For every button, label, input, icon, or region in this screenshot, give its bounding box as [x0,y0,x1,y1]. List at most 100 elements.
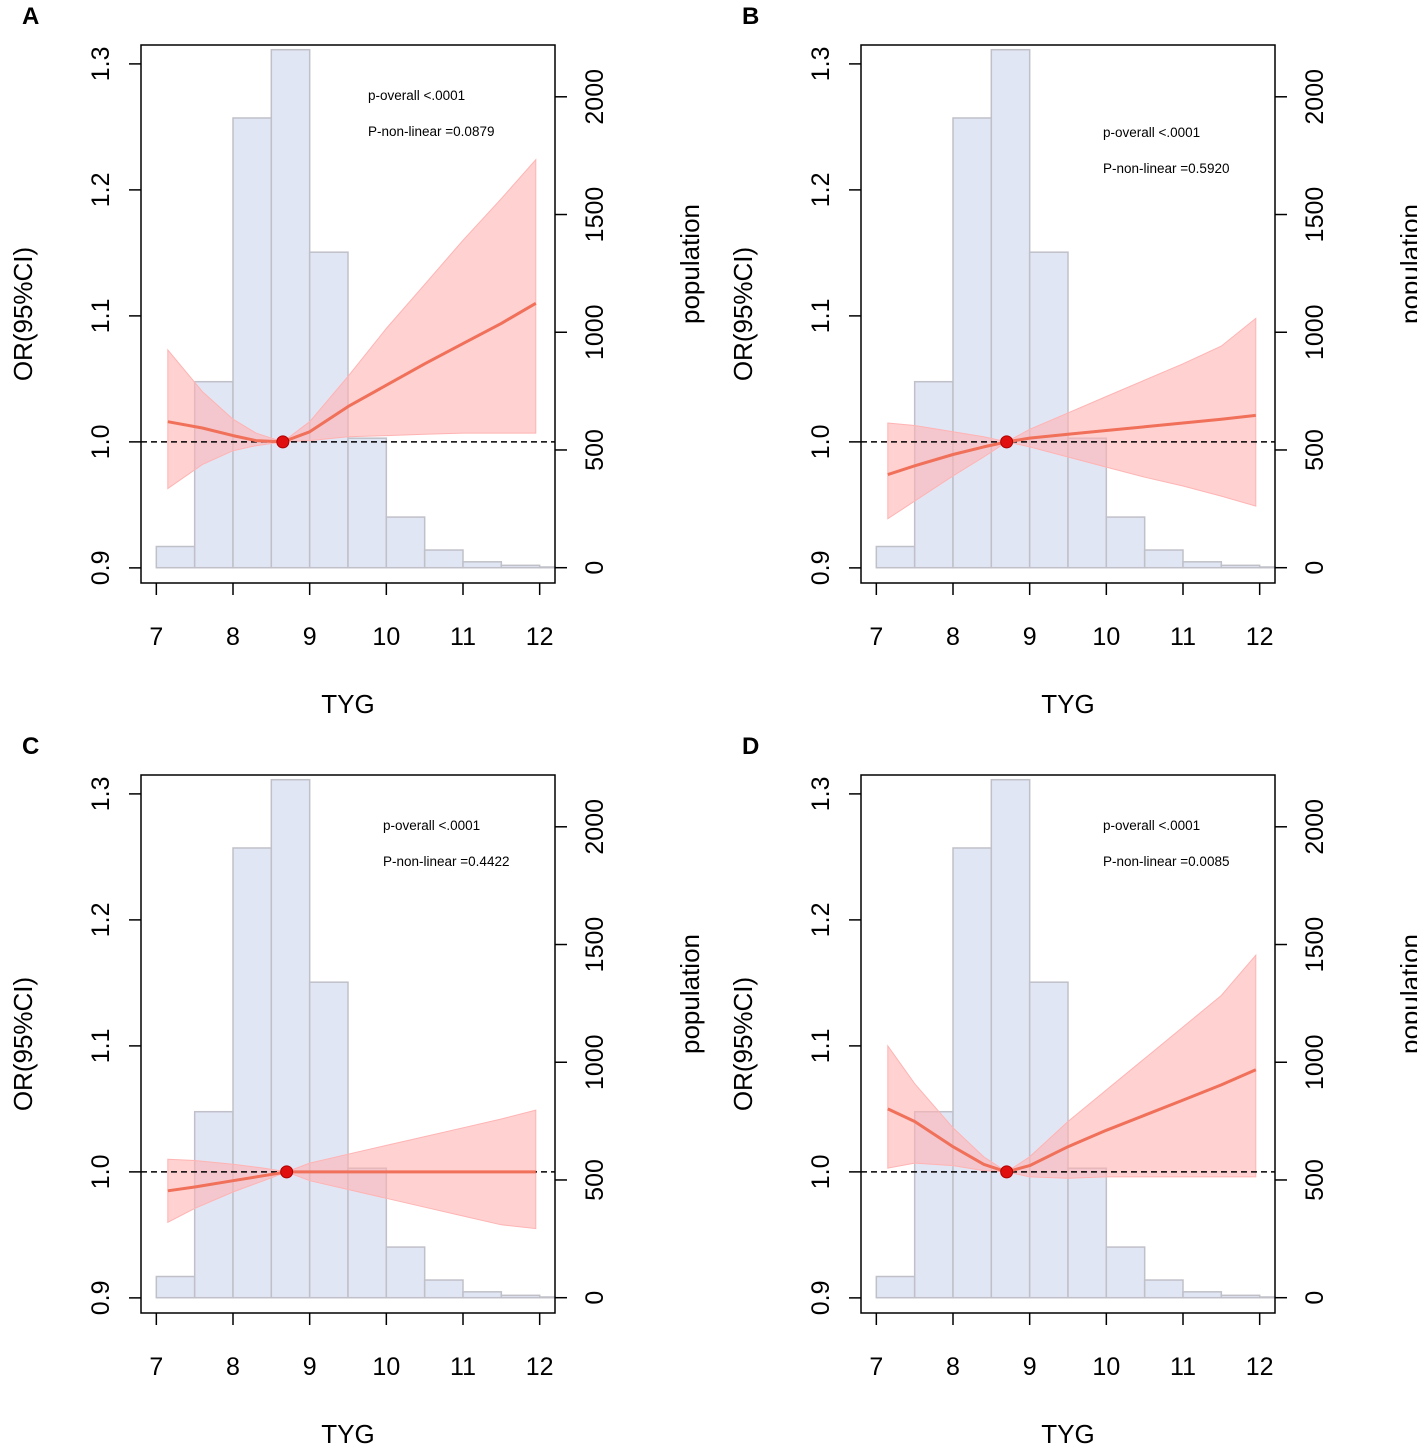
histogram-bar [308,981,349,1299]
y-tick-label: 0.9 [87,1280,115,1315]
y2-tick-label: 1500 [581,917,609,973]
x-axis: 7 8 9 10 11 12 [149,1313,554,1381]
y-tick-label: 0.9 [87,550,115,585]
reference-point [1000,435,1014,449]
spline-curve [887,413,1256,477]
y-tick-label: 1.2 [87,173,115,208]
histogram [875,48,1276,569]
x-tick-label: 12 [526,1353,554,1381]
y2-axis-title: population [675,934,705,1054]
y-axis-left: 0.9 1.0 1.1 1.2 1.3 [807,47,861,585]
y-tick-label: 1.2 [87,903,115,938]
y-tick-label: 1.0 [807,1155,835,1190]
x-tick-label: 7 [149,1353,163,1381]
spline-curve [167,302,537,444]
y2-tick-label: 1000 [581,304,609,360]
p-nonlinear-annotation: P-non-linear =0.4422 [383,854,509,869]
histogram-bar [1258,1296,1276,1299]
y2-tick-label: 0 [1301,1291,1329,1305]
histogram-bar [990,48,1031,569]
y2-tick-label: 2000 [581,799,609,855]
histogram-bar [155,1275,196,1299]
histogram-bar [155,545,196,569]
x-tick-label: 7 [869,623,883,651]
y2-tick-label: 0 [581,1291,609,1305]
histogram-bar [423,549,464,569]
plot-frame [140,774,556,1314]
x-axis: 7 8 9 10 11 12 [869,583,1274,651]
y-tick-label: 1.1 [807,1029,835,1064]
p-overall-annotation: p-overall <.0001 [1103,818,1200,833]
histogram-bar [1182,561,1223,569]
spline-curve [887,1068,1257,1174]
x-tick-label: 10 [1092,623,1120,651]
histogram-bar [270,48,311,569]
y2-tick-label: 500 [1301,1159,1329,1201]
p-nonlinear-annotation: P-non-linear =0.5920 [1103,161,1229,176]
x-tick-label: 10 [372,623,400,651]
y2-axis-title: population [1395,934,1417,1054]
p-nonlinear-annotation: P-non-linear =0.0879 [368,124,494,139]
spline-curve [167,1170,536,1193]
y-axis-left: 0.9 1.0 1.1 1.2 1.3 [807,777,861,1315]
y-axis-right: 0 500 1000 1500 2000 [1275,799,1329,1305]
y2-tick-label: 1500 [581,187,609,243]
reference-point [280,1165,294,1179]
histogram-bar [385,516,426,569]
y-tick-label: 1.1 [87,1029,115,1064]
reference-point [276,435,290,449]
y2-tick-label: 1000 [581,1034,609,1090]
histogram-bar [1067,1167,1108,1299]
y-tick-label: 1.2 [807,173,835,208]
x-tick-label: 7 [149,623,163,651]
plot-frame [860,774,1276,1314]
p-nonlinear-annotation: P-non-linear =0.0085 [1103,854,1229,869]
histogram-bar [990,778,1031,1299]
y-tick-label: 1.0 [807,425,835,460]
x-tick-label: 12 [1246,623,1274,651]
panel-b: B 0.9 1.0 1.1 1.2 1.3 OR(95%CI) 0 500 1000 1500 200… [728,3,1417,719]
y2-tick-label: 1000 [1301,304,1329,360]
y-axis-right: 0 500 1000 1500 2000 [555,69,609,575]
y2-tick-label: 1000 [1301,1034,1329,1090]
y-axis-title: OR(95%CI) [728,977,758,1111]
y-axis-title: OR(95%CI) [728,247,758,381]
y-axis-left: 0.9 1.0 1.1 1.2 1.3 [87,47,141,585]
panel-d: D 0.9 1.0 1.1 1.2 1.3 OR(95%CI) 0 500 1000 1500 200… [728,733,1417,1449]
histogram-bar [1220,1294,1261,1299]
histogram-bar [1182,1291,1223,1299]
histogram-bar [1143,549,1184,569]
histogram-bar [232,847,273,1299]
histogram [155,778,556,1299]
x-tick-label: 8 [946,623,960,651]
y-tick-label: 1.3 [87,777,115,812]
y-axis-title: OR(95%CI) [8,977,38,1111]
x-tick-label: 9 [303,623,317,651]
histogram-bar [500,1294,541,1299]
y-tick-label: 1.3 [807,777,835,812]
histogram-bar [875,545,916,569]
panel-c: C 0.9 1.0 1.1 1.2 1.3 OR(95%CI) 0 500 1000 1500 200… [8,733,705,1449]
y-tick-label: 0.9 [807,1280,835,1315]
y2-axis-title: population [675,204,705,324]
histogram-bar [270,778,311,1299]
x-tick-label: 11 [450,1353,476,1381]
y2-tick-label: 1500 [1301,917,1329,973]
x-axis-title: TYG [1041,1419,1094,1449]
x-tick-label: 11 [1170,1353,1196,1381]
y-tick-label: 1.1 [807,299,835,334]
histogram-bar [952,117,993,569]
x-tick-label: 12 [1246,1353,1274,1381]
y-axis-right: 0 500 1000 1500 2000 [1275,69,1329,575]
panel-label: D [742,733,759,760]
reference-point [1000,1165,1014,1179]
y-tick-label: 1.2 [807,903,835,938]
y2-tick-label: 2000 [1301,799,1329,855]
y-tick-label: 1.1 [87,299,115,334]
y2-axis-title: population [1395,204,1417,324]
histogram-bar [423,1279,464,1299]
histogram-bar [875,1275,916,1299]
y2-tick-label: 0 [581,561,609,575]
x-tick-label: 10 [372,1353,400,1381]
